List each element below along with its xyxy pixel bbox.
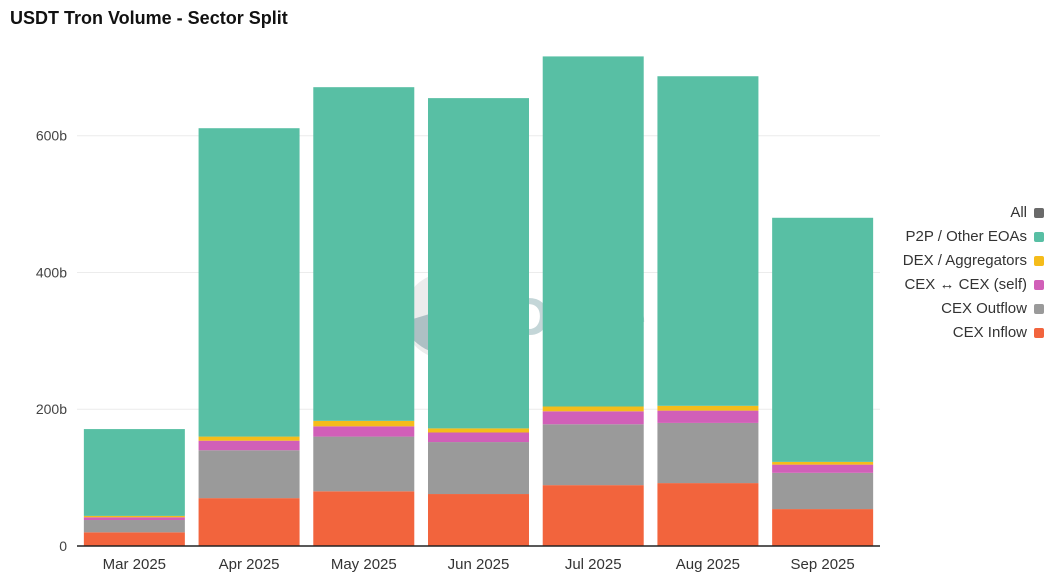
bar-segment[interactable]	[428, 428, 529, 433]
legend-swatch	[1034, 327, 1044, 338]
x-axis-ticks: Mar 2025 Apr 2025 May 2025 Jun 2025 Jul 2025…	[103, 556, 855, 573]
bar-segment[interactable]	[428, 432, 529, 443]
bar-segment[interactable]	[657, 76, 759, 406]
legend-item[interactable]: All	[1010, 204, 1044, 221]
bar-segment[interactable]	[542, 406, 644, 412]
bar-segment[interactable]	[657, 422, 759, 484]
bar-segment[interactable]	[772, 509, 874, 546]
legend-swatch	[1034, 279, 1044, 290]
y-tick-label: 400b	[36, 264, 67, 280]
bar-segment[interactable]	[772, 464, 874, 473]
x-tick-label: Jun 2025	[448, 556, 510, 573]
legend-label: DEX / Aggregators	[902, 252, 1027, 269]
bar-segment[interactable]	[657, 483, 759, 546]
x-tick-label: Jul 2025	[565, 556, 622, 573]
legend-item[interactable]: CEX ↔ CEX (self)	[904, 276, 1044, 293]
bar-segment[interactable]	[657, 410, 759, 423]
bar-segment[interactable]	[428, 98, 529, 429]
legend-swatch	[1034, 303, 1044, 314]
bar-segment[interactable]	[772, 461, 874, 465]
bar-segment[interactable]	[198, 440, 300, 451]
bar-segment[interactable]	[542, 424, 644, 486]
legend: All P2P / Other EOAs DEX / Aggregators CEX …	[903, 204, 1044, 341]
bar-segment[interactable]	[428, 494, 529, 546]
bar-segment[interactable]	[313, 87, 415, 421]
legend-item[interactable]: CEX Inflow	[953, 324, 1044, 341]
bar-segment[interactable]	[428, 442, 529, 495]
legend-label: CEX Inflow	[952, 324, 1027, 341]
bar-segment[interactable]	[542, 485, 644, 546]
legend-label: CEX ↔ CEX (self)	[904, 276, 1027, 293]
legend-item[interactable]: P2P / Other EOAs	[906, 228, 1044, 245]
bar-segment[interactable]	[772, 472, 874, 510]
bar-segment[interactable]	[313, 420, 415, 427]
bar-segment[interactable]	[198, 498, 300, 546]
bar-segment[interactable]	[83, 532, 185, 546]
legend-swatch	[1034, 255, 1044, 266]
bar-segment[interactable]	[542, 56, 644, 407]
x-tick-label: Apr 2025	[219, 556, 280, 573]
y-tick-label: 600b	[36, 128, 67, 144]
bar-segment[interactable]	[198, 450, 300, 499]
bar-segment[interactable]	[83, 517, 185, 521]
x-tick-label: May 2025	[331, 556, 397, 573]
bar-segment[interactable]	[313, 491, 415, 546]
legend-label: All	[1010, 204, 1027, 221]
bar-segment[interactable]	[198, 436, 300, 441]
bar-segment[interactable]	[772, 217, 874, 462]
chart-title: USDT Tron Volume - Sector Split	[10, 8, 288, 28]
bar-segment[interactable]	[83, 515, 185, 518]
bar-segment[interactable]	[198, 128, 300, 437]
x-tick-label: Aug 2025	[676, 556, 740, 573]
bars-layer	[83, 56, 874, 546]
bar-segment[interactable]	[83, 429, 185, 516]
bar-segment[interactable]	[313, 426, 415, 437]
legend-swatch	[1034, 231, 1044, 242]
y-tick-label: 200b	[36, 401, 67, 417]
legend-item[interactable]: DEX / Aggregators	[903, 252, 1044, 269]
legend-label: CEX Outflow	[941, 300, 1027, 317]
y-axis-ticks: 0 200b 400b 600b	[36, 128, 67, 554]
legend-label: P2P / Other EOAs	[905, 228, 1027, 245]
legend-swatch	[1034, 207, 1044, 218]
x-tick-label: Mar 2025	[103, 556, 166, 573]
bar-segment[interactable]	[542, 411, 644, 425]
legend-item[interactable]: CEX Outflow	[941, 300, 1044, 317]
bar-segment[interactable]	[313, 436, 415, 492]
bar-segment[interactable]	[657, 405, 759, 411]
bar-segment[interactable]	[83, 520, 185, 533]
x-tick-label: Sep 2025	[791, 556, 855, 573]
y-tick-label: 0	[59, 538, 67, 554]
